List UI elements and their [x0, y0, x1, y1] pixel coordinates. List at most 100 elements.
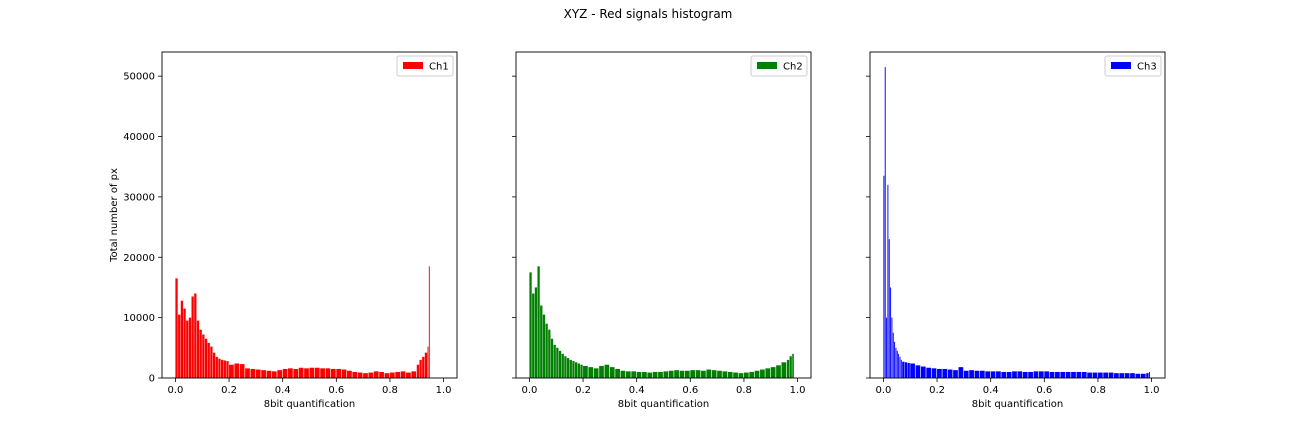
chart-2-bar: [593, 368, 599, 378]
chart-3-bar: [896, 350, 898, 378]
chart-2-bar: [663, 371, 669, 378]
chart-3-bar: [891, 317, 893, 378]
chart-1-bar: [298, 367, 304, 378]
chart-3-xtick-label: 0.4: [983, 385, 999, 396]
chart-3-bar: [947, 369, 953, 378]
chart-3-bar: [996, 371, 1001, 378]
chart-1-bar: [320, 368, 325, 378]
chart-1-ytick-label: 50000: [123, 72, 155, 83]
chart-3-bar: [1119, 373, 1125, 378]
chart-2-bar: [556, 347, 559, 378]
chart-2-bar: [564, 356, 567, 378]
chart-3-bar: [920, 366, 926, 378]
chart-1-bar: [357, 372, 363, 378]
chart-2-bar: [550, 338, 554, 378]
chart-3-bar: [1108, 372, 1114, 378]
chart-1-bar: [175, 278, 178, 378]
chart-3-bar: [883, 175, 885, 378]
chart-3-bar: [1038, 371, 1044, 378]
chart-2-legend-swatch: [757, 62, 777, 69]
chart-3-bar: [1044, 371, 1050, 378]
chart-1-bar: [183, 308, 186, 378]
figure-title: XYZ - Red signals histogram: [563, 7, 733, 21]
chart-1-xtick-label: 0.2: [221, 385, 237, 396]
chart-2-bar: [631, 371, 637, 378]
chart-1-bar: [427, 346, 429, 378]
chart-2-bar: [684, 370, 690, 378]
chart-1-axes-frame: [161, 51, 458, 379]
chart-3-bar: [1060, 371, 1066, 378]
chart-1-legend-label: Ch1: [429, 62, 449, 73]
chart-1-bar: [424, 352, 428, 378]
chart-2-bar: [636, 371, 642, 378]
chart-3-bar: [974, 370, 980, 378]
chart-1-bar: [199, 329, 202, 378]
chart-2-bar: [754, 370, 760, 378]
chart-1-bar: [419, 359, 422, 378]
chart-2-xtick-label: 0.8: [736, 385, 752, 396]
chart-1-bar: [347, 370, 352, 378]
chart-2-legend-label: Ch2: [783, 62, 803, 73]
chart-3-legend-box: [1104, 55, 1162, 77]
chart-2-bar: [534, 287, 538, 378]
chart-1-bar: [416, 364, 420, 378]
chart-3-bar: [890, 287, 892, 378]
chart-2-bar: [792, 353, 794, 378]
chart-3-bar: [886, 317, 888, 378]
chart-2-bar: [674, 370, 679, 378]
chart-1-bar: [178, 314, 181, 378]
chart-2-bar: [781, 362, 787, 378]
chart-2-bar: [529, 272, 532, 378]
chart-1-bar: [389, 372, 395, 378]
chart-1-bar: [352, 371, 358, 378]
chart-2-bar: [647, 372, 653, 378]
chart-2-bar: [569, 359, 572, 378]
chart-2-bar: [668, 370, 674, 378]
chart-2-bar: [625, 371, 631, 378]
chart-2-bar: [558, 350, 562, 378]
chart-1-bar: [261, 370, 266, 378]
chart-2-bar: [583, 365, 588, 378]
chart-1-bar: [406, 372, 411, 378]
chart-1-bar: [368, 372, 374, 378]
chart-3-xtick-label: 0.2: [929, 385, 945, 396]
chart-2-bar: [738, 373, 744, 378]
chart-2-bar: [786, 359, 790, 378]
chart-3-bar: [904, 362, 908, 378]
chart-3-bar: [1001, 371, 1007, 378]
chart-1-bar: [234, 363, 240, 378]
chart-2-legend-box: [750, 55, 808, 77]
chart-2-bar: [722, 371, 728, 378]
chart-2-xtick-label: 0.0: [521, 385, 537, 396]
chart-1-ytick-label: 20000: [123, 253, 155, 264]
chart-3-bar: [1049, 371, 1055, 378]
chart-3-bar: [1012, 371, 1017, 378]
chart-2-bar: [532, 293, 535, 378]
chart-1-xtick-label: 1.0: [436, 385, 452, 396]
chart-3-bar: [1140, 373, 1146, 378]
chart-3-bar: [898, 353, 900, 378]
chart-2-bar: [652, 371, 658, 378]
chart-2-bar: [548, 329, 551, 378]
chart-1-bar: [202, 334, 205, 378]
chart-1-bar: [250, 368, 256, 378]
chart-2-bar: [575, 362, 578, 378]
chart-1-bar: [180, 300, 184, 378]
chart-2-bar: [765, 368, 771, 378]
chart-1-bar: [277, 370, 283, 378]
chart-1-bar: [204, 338, 208, 378]
chart-1-bar: [314, 367, 320, 378]
chart-3-bar: [958, 367, 964, 378]
chart-1-bar: [210, 346, 213, 378]
chart-1-ytick-label: 30000: [123, 192, 155, 203]
chart-3-axes-frame: [869, 51, 1166, 379]
chart-1-ylabel: Total number of px: [109, 168, 120, 263]
chart-1-bar: [363, 373, 368, 378]
chart-1-bar: [207, 342, 210, 378]
chart-1-bar: [221, 359, 224, 378]
chart-2-bar: [770, 367, 776, 378]
chart-1-bar: [226, 361, 229, 378]
chart-3-bar: [1022, 371, 1028, 378]
chart-3-bar: [1017, 371, 1023, 378]
